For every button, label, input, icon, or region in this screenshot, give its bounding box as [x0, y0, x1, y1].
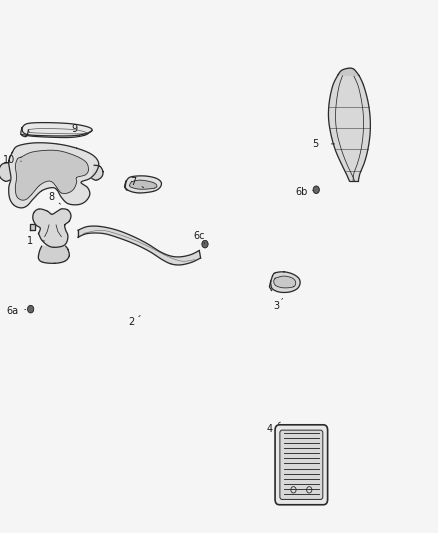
Text: 8: 8	[49, 192, 55, 202]
Polygon shape	[30, 224, 35, 230]
Polygon shape	[39, 246, 69, 263]
Polygon shape	[0, 163, 10, 181]
Text: 10: 10	[3, 155, 15, 165]
Text: 3: 3	[273, 301, 279, 311]
Text: 4: 4	[266, 424, 272, 434]
Text: 6b: 6b	[295, 187, 307, 197]
FancyBboxPatch shape	[275, 425, 328, 505]
Polygon shape	[130, 180, 157, 189]
Text: 2: 2	[128, 318, 134, 327]
Polygon shape	[9, 143, 99, 208]
Polygon shape	[271, 272, 300, 293]
Polygon shape	[22, 123, 92, 136]
Polygon shape	[328, 75, 371, 181]
Text: 6c: 6c	[194, 231, 205, 241]
Polygon shape	[125, 176, 162, 193]
Polygon shape	[33, 209, 71, 247]
Text: 9: 9	[71, 124, 78, 134]
Polygon shape	[78, 226, 201, 265]
Text: 6a: 6a	[6, 306, 18, 316]
Text: 7: 7	[131, 177, 137, 187]
Polygon shape	[274, 276, 296, 288]
Circle shape	[202, 240, 208, 248]
FancyBboxPatch shape	[280, 430, 323, 499]
Polygon shape	[15, 150, 88, 200]
Polygon shape	[92, 165, 103, 180]
Polygon shape	[338, 68, 359, 76]
Circle shape	[313, 186, 319, 193]
Circle shape	[28, 305, 34, 313]
Text: 1: 1	[27, 236, 33, 246]
Text: 5: 5	[312, 139, 318, 149]
